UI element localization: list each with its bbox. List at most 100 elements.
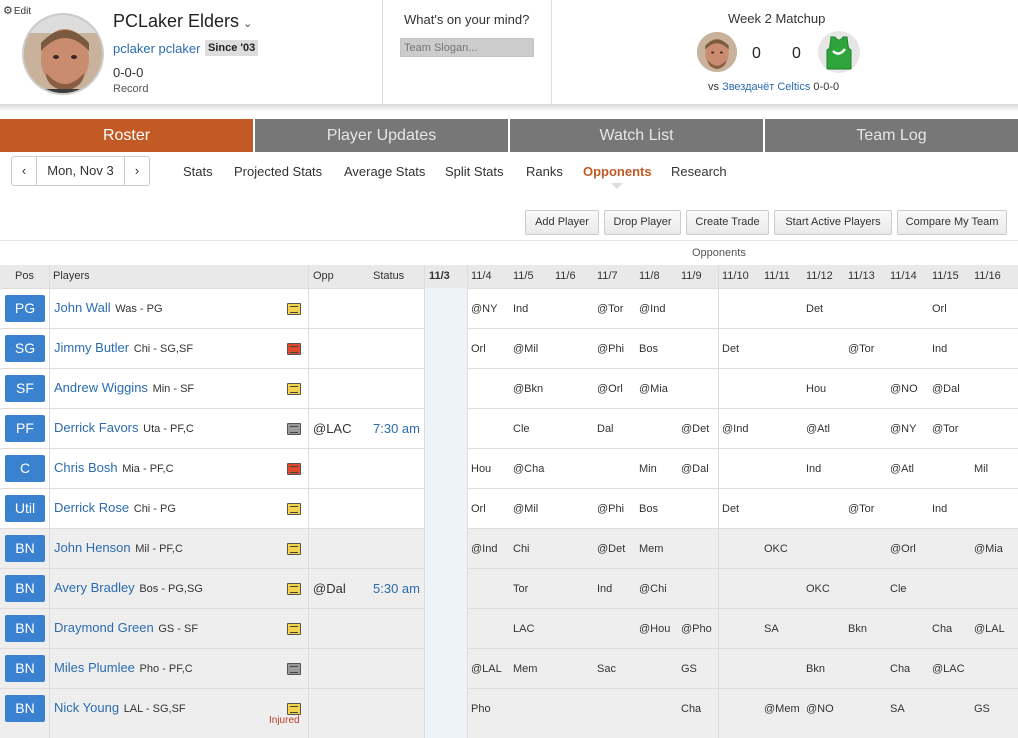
schedule-cell: @NO (806, 703, 834, 715)
player-note-icon[interactable] (287, 303, 301, 315)
subnav-ranks[interactable]: Ranks (526, 164, 563, 179)
header-day: 11/11 (764, 270, 790, 282)
table-row: Util Derrick Rose Chi - PG Orl @Mil @Phi Bos D… (0, 488, 1018, 528)
opponent-cell: @LAC (313, 421, 352, 436)
schedule-cell: Ind (932, 503, 948, 515)
player-name-link[interactable]: Nick Young (54, 700, 120, 715)
player-name-link[interactable]: Chris Bosh (54, 460, 118, 475)
team-name-dropdown[interactable]: PCLaker Elders ⌄ (113, 11, 253, 31)
current-date[interactable]: Mon, Nov 3 (47, 163, 114, 178)
position-button[interactable]: SG (5, 335, 45, 362)
schedule-cell: @Mil (513, 343, 539, 355)
schedule-cell: Cha (890, 663, 911, 675)
schedule-cell: GS (681, 663, 697, 675)
player-name-link[interactable]: John Wall (54, 300, 111, 315)
schedule-cell: Orl (471, 503, 486, 515)
header-pos[interactable]: Pos (15, 270, 34, 282)
my-team-avatar[interactable] (697, 32, 737, 72)
player-note-icon[interactable] (287, 583, 301, 595)
prev-day-button[interactable]: ‹ (12, 157, 37, 185)
player-name-link[interactable]: Derrick Favors (54, 420, 139, 435)
team-avatar[interactable] (22, 13, 104, 95)
position-button[interactable]: PF (5, 415, 45, 442)
edit-link[interactable]: ⚙Edit (3, 5, 32, 17)
position-button[interactable]: SF (5, 375, 45, 402)
tab-watch-list[interactable]: Watch List (510, 119, 765, 152)
player-cell: Andrew Wiggins Min - SF (54, 380, 194, 395)
header-players[interactable]: Players (53, 270, 90, 282)
subnav-research[interactable]: Research (671, 164, 727, 179)
schedule-cell: Det (722, 343, 740, 355)
header-day: 11/14 (890, 270, 917, 282)
position-button[interactable]: Util (5, 495, 45, 522)
subnav-stats[interactable]: Stats (183, 164, 213, 179)
player-note-icon[interactable] (287, 383, 301, 395)
player-note-icon[interactable] (287, 503, 301, 515)
main-tabs: Roster Player Updates Watch List Team Lo… (0, 119, 1018, 152)
table-row: BN Nick Young LAL - SG,SF Injured Pho Cha @Me… (0, 688, 1018, 738)
player-meta: Pho - PF,C (139, 663, 193, 675)
schedule-cell: Bos (639, 503, 658, 515)
position-button[interactable]: BN (5, 655, 45, 682)
schedule-cell: Dal (597, 423, 614, 435)
subnav-projected-stats[interactable]: Projected Stats (234, 164, 323, 179)
subnav-split-stats[interactable]: Split Stats (445, 164, 504, 179)
player-name-link[interactable]: Miles Plumlee (54, 660, 135, 675)
tab-player-updates[interactable]: Player Updates (255, 119, 510, 152)
owner-link[interactable]: pclaker pclaker (113, 41, 201, 56)
position-button[interactable]: C (5, 455, 45, 482)
opponent-team-link[interactable]: Звездачёт Celtics (722, 81, 811, 93)
subnav-opponents[interactable]: Opponents (583, 164, 652, 179)
player-note-icon[interactable] (287, 623, 301, 635)
schedule-cell: @Tor (932, 423, 959, 435)
schedule-cell: @Det (597, 543, 626, 555)
schedule-cell: @Det (681, 423, 710, 435)
position-button[interactable]: BN (5, 535, 45, 562)
opponent-cell: @Dal (313, 581, 346, 596)
player-note-icon[interactable] (287, 703, 301, 715)
player-name-link[interactable]: Draymond Green (54, 620, 154, 635)
record-label: Record (113, 83, 149, 95)
divider (551, 0, 552, 106)
header-day: 11/12 (806, 270, 833, 282)
next-day-button[interactable]: › (124, 157, 149, 185)
table-row: SF Andrew Wiggins Min - SF @Bkn @Orl @Mia Hou… (0, 368, 1018, 408)
player-note-icon[interactable] (287, 543, 301, 555)
game-time-link[interactable]: 7:30 am (373, 421, 420, 436)
header-opp[interactable]: Opp (313, 270, 334, 282)
schedule-cell: Ind (806, 463, 822, 475)
header-day: 11/10 (722, 270, 749, 282)
schedule-cell: @Mil (513, 503, 539, 515)
game-time-link[interactable]: 5:30 am (373, 581, 420, 596)
player-name-link[interactable]: Andrew Wiggins (54, 380, 148, 395)
drop-player-button[interactable]: Drop Player (604, 210, 681, 235)
compare-my-team-button[interactable]: Compare My Team (897, 210, 1007, 235)
injury-status: Injured (269, 715, 300, 726)
player-name-link[interactable]: Avery Bradley (54, 580, 135, 595)
player-name-link[interactable]: Derrick Rose (54, 500, 130, 515)
start-active-players-button[interactable]: Start Active Players (774, 210, 892, 235)
player-name-link[interactable]: John Henson (54, 540, 131, 555)
schedule-cell: @Bkn (513, 383, 544, 395)
player-note-icon[interactable] (287, 343, 301, 355)
player-cell: Derrick Rose Chi - PG (54, 500, 176, 515)
tab-roster[interactable]: Roster (0, 119, 255, 152)
opponent-team-avatar[interactable] (818, 31, 860, 73)
player-note-icon[interactable] (287, 663, 301, 675)
create-trade-button[interactable]: Create Trade (686, 210, 769, 235)
position-button[interactable]: BN (5, 615, 45, 642)
position-button[interactable]: BN (5, 575, 45, 602)
subnav-average-stats[interactable]: Average Stats (344, 164, 426, 179)
team-slogan-input[interactable] (400, 38, 534, 57)
player-cell: John Wall Was - PG (54, 300, 163, 315)
player-note-icon[interactable] (287, 423, 301, 435)
schedule-cell: Det (722, 503, 740, 515)
add-player-button[interactable]: Add Player (525, 210, 599, 235)
position-button[interactable]: BN (5, 695, 45, 722)
position-button[interactable]: PG (5, 295, 45, 322)
player-name-link[interactable]: Jimmy Butler (54, 340, 130, 355)
header-status[interactable]: Status (373, 270, 405, 282)
tab-team-log[interactable]: Team Log (765, 119, 1018, 152)
player-note-icon[interactable] (287, 463, 301, 475)
